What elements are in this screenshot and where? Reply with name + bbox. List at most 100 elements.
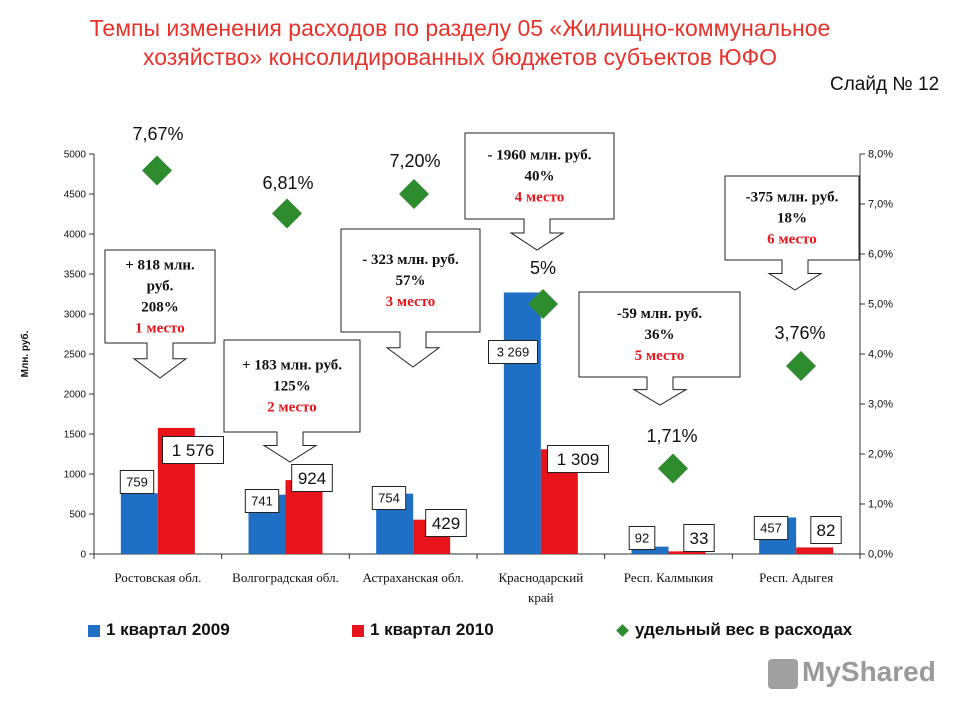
callout-1	[223, 339, 361, 463]
callout-4	[578, 291, 741, 406]
legend-swatch-2010	[352, 624, 364, 637]
share-label-1: 6,81%	[262, 173, 313, 193]
bar-2010-4	[668, 551, 706, 554]
callout-4-line-0: -59 млн. руб.	[617, 306, 702, 322]
share-point-1	[272, 198, 302, 229]
callout-5-line-2: 6 место	[767, 232, 817, 248]
y-tick-label: 4000	[64, 230, 87, 241]
value-label-2010-4-box	[683, 524, 715, 552]
share-point-2	[399, 179, 429, 209]
value-label-2009-1-box	[244, 489, 280, 513]
y-tick-label: 2000	[64, 390, 87, 401]
y-tick-label: 3500	[64, 270, 87, 281]
value-label-2010-0-box	[162, 436, 224, 464]
value-label-2009-0: 759	[126, 475, 148, 490]
callout-2	[340, 228, 481, 368]
y2-tick-label: 5,0%	[868, 299, 893, 311]
y2-tick-label: 8,0%	[868, 149, 893, 161]
callout-3-line-1: 40%	[525, 169, 555, 185]
bar-2009-0	[120, 493, 158, 554]
legend-swatch-2009	[88, 624, 100, 637]
bar-2009-4	[631, 546, 669, 554]
value-label-2010-2-box	[425, 509, 467, 537]
callout-3-line-0: - 1960 млн. руб.	[488, 148, 592, 164]
legend-label-2009: 1 квартал 2009	[106, 620, 230, 639]
value-label-2010-1-box	[291, 464, 333, 492]
y-tick-label: 4500	[64, 190, 87, 201]
y2-tick-label: 3,0%	[868, 399, 893, 411]
bar-2010-1	[285, 480, 323, 554]
value-label-2010-1: 924	[298, 469, 326, 488]
watermark-icon	[768, 658, 798, 689]
callout-3-line-2: 4 место	[515, 190, 565, 206]
value-label-2010-3: 1 309	[557, 450, 600, 469]
share-point-4	[658, 453, 688, 484]
share-label-5: 3,76%	[774, 323, 825, 343]
y-tick-label: 1000	[64, 470, 87, 481]
y2-tick-label: 6,0%	[868, 249, 893, 261]
y-tick-label: 5000	[64, 150, 87, 161]
x-tick-label: Волгоградская обл.	[232, 570, 339, 585]
value-label-2010-4: 33	[690, 529, 709, 548]
value-label-2010-2: 429	[432, 514, 460, 533]
share-label-4: 1,71%	[646, 426, 697, 446]
share-label-2: 7,20%	[389, 151, 440, 171]
callout-5-line-1: 18%	[777, 211, 807, 227]
watermark-text: MyShared	[802, 656, 936, 687]
y2-tick-label: 7,0%	[868, 199, 893, 211]
callout-2-line-1: 57%	[396, 273, 426, 289]
legend-item-2009: 1 квартал 2009	[88, 620, 230, 640]
callout-2-line-0: - 323 млн. руб.	[362, 252, 459, 268]
callout-2-line-2: 3 место	[386, 294, 436, 310]
value-label-2009-3: 3 269	[497, 345, 530, 360]
legend-label-2010: 1 квартал 2010	[370, 620, 494, 639]
value-label-2010-3-box	[547, 445, 609, 473]
y-tick-label: 3000	[64, 310, 87, 321]
y-tick-label: 1500	[64, 430, 87, 441]
value-label-2009-2-box	[371, 486, 407, 510]
y-tick-label: 0	[80, 550, 86, 561]
legend-diamond-share	[616, 624, 629, 637]
share-label-0: 7,67%	[132, 124, 183, 144]
slide-number: Слайд № 12	[830, 74, 940, 95]
value-label-2010-5: 82	[817, 521, 836, 540]
y2-tick-label: 0,0%	[868, 549, 893, 561]
x-tick-label: Краснодарский край	[498, 570, 583, 605]
y2-tick-label: 2,0%	[868, 449, 893, 461]
callout-5	[724, 175, 860, 291]
x-tick-label: Респ. Адыгея	[759, 570, 833, 585]
bar-2010-5	[796, 547, 834, 554]
value-label-2009-3-box	[488, 340, 538, 364]
x-tick-label: Респ. Калмыкия	[624, 570, 713, 585]
watermark-logo: MyShared	[768, 656, 936, 689]
y-tick-label: 500	[69, 510, 86, 521]
legend-label-share: удельный вес в расходах	[635, 620, 853, 639]
callout-1-line-2: 2 место	[267, 400, 317, 416]
value-label-2010-0: 1 576	[172, 441, 215, 460]
callout-1-line-0: + 183 млн. руб.	[242, 358, 342, 374]
callout-0-line-2: 208%	[141, 300, 179, 316]
value-label-2009-0-box	[119, 470, 155, 494]
y-axis-title: Млн. руб.	[19, 330, 31, 377]
chart-title: Темпы изменения расходов по разделу 05 «…	[89, 15, 831, 70]
x-tick-label: Ростовская обл.	[114, 570, 201, 585]
x-tick-label: Астраханская обл.	[362, 570, 463, 585]
callout-0-line-1: руб.	[147, 279, 174, 295]
callout-3	[464, 132, 615, 251]
share-point-5	[786, 351, 816, 381]
value-label-2009-4-box	[628, 526, 656, 550]
value-label-2009-1: 741	[251, 494, 273, 509]
y2-tick-label: 4,0%	[868, 349, 893, 361]
share-point-3	[528, 289, 558, 319]
callout-0	[104, 249, 216, 379]
value-label-2010-5-box	[810, 516, 842, 544]
value-label-2009-4: 92	[635, 531, 649, 546]
legend-item-2010: 1 квартал 2010	[352, 620, 494, 640]
callout-0-line-3: 1 место	[135, 321, 185, 337]
callout-4-line-1: 36%	[645, 327, 675, 343]
value-label-2009-5-box	[753, 516, 789, 540]
share-point-0	[142, 155, 172, 186]
share-label-3: 5%	[530, 258, 556, 278]
value-label-2009-2: 754	[378, 491, 400, 506]
